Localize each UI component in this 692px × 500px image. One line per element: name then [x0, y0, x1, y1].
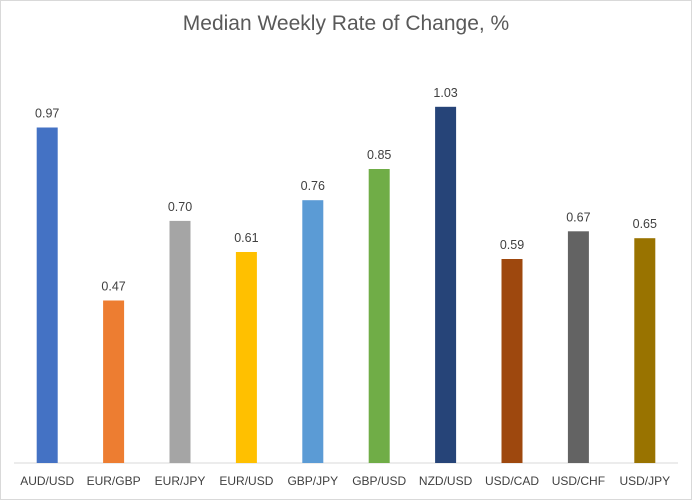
- bar-usd-chf: [567, 231, 589, 463]
- value-label: 0.97: [35, 107, 59, 121]
- bar-aud-usd: [36, 127, 58, 463]
- bar-eur-jpy: [169, 220, 191, 463]
- value-label: 0.61: [234, 231, 258, 245]
- chart-title: Median Weekly Rate of Change, %: [182, 12, 510, 35]
- value-label: 0.59: [500, 238, 524, 252]
- bar-gbp-usd: [368, 169, 390, 463]
- bar-gbp-jpy: [302, 200, 324, 463]
- category-label: USD/CHF: [552, 474, 605, 488]
- category-label: EUR/USD: [219, 474, 273, 488]
- category-label: AUD/USD: [20, 474, 74, 488]
- value-label: 0.65: [633, 217, 657, 231]
- bar-usd-jpy: [634, 238, 656, 463]
- value-label: 0.47: [101, 280, 125, 294]
- category-label: GBP/USD: [352, 474, 406, 488]
- value-label: 0.76: [301, 179, 325, 193]
- value-label: 1.03: [433, 86, 457, 100]
- bar-nzd-usd: [435, 106, 457, 464]
- bar-eur-usd: [235, 252, 257, 463]
- bar-eur-gbp: [103, 300, 125, 463]
- category-label: EUR/JPY: [155, 474, 206, 488]
- category-label: EUR/GBP: [87, 474, 141, 488]
- value-label: 0.85: [367, 148, 391, 162]
- category-label: USD/CAD: [485, 474, 539, 488]
- value-label: 0.67: [566, 210, 590, 224]
- category-label: USD/JPY: [619, 474, 670, 488]
- bar-usd-cad: [501, 259, 523, 463]
- value-label: 0.70: [168, 200, 192, 214]
- category-label: NZD/USD: [419, 474, 473, 488]
- category-label: GBP/JPY: [287, 474, 338, 488]
